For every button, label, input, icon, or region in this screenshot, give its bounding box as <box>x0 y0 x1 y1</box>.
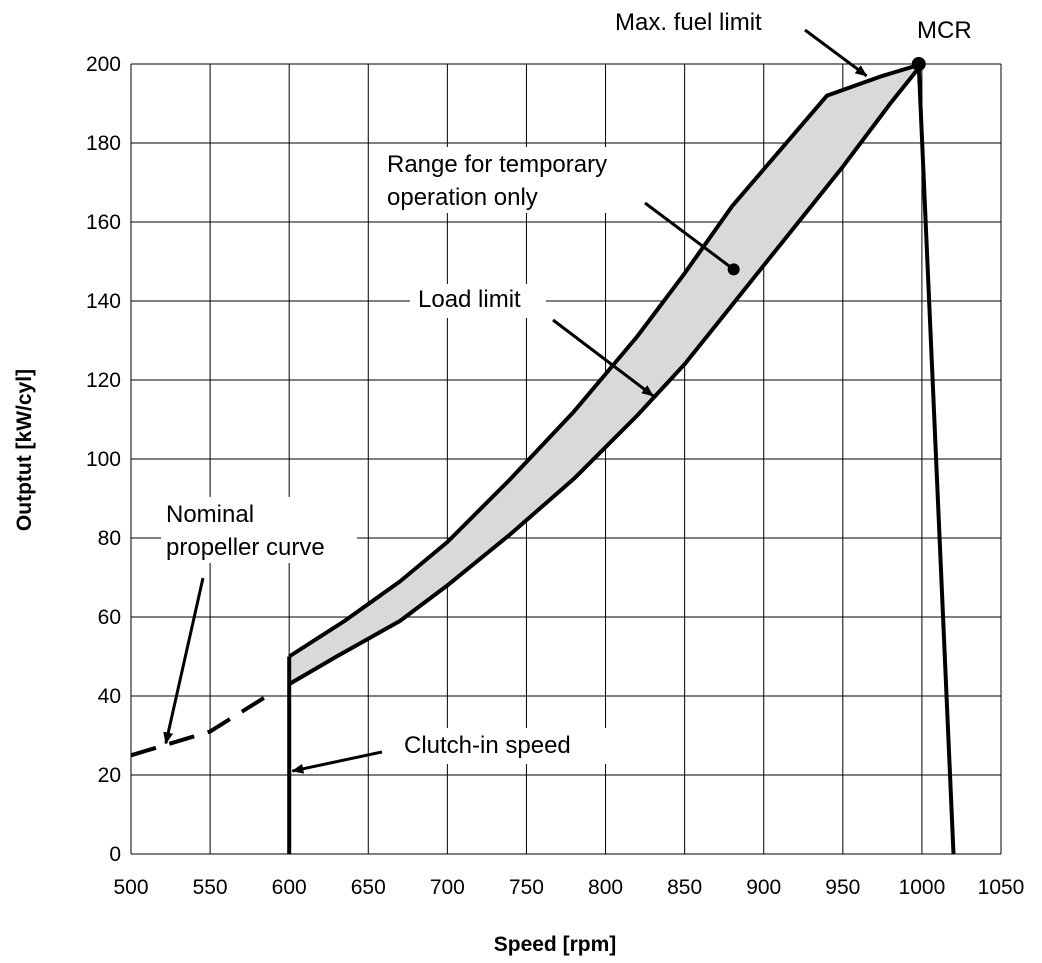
arrow-clutch-in <box>291 750 383 774</box>
nominal-propeller-label-line1: Nominal <box>166 501 254 528</box>
y-tick-label-120: 120 <box>86 369 121 392</box>
y-tick-label-60: 60 <box>98 606 121 629</box>
series-overspeed <box>916 63 956 855</box>
x-tick-label-800: 800 <box>588 876 623 899</box>
x-tick-label-600: 600 <box>272 876 307 899</box>
tick-labels: 500 550 600 650 700 750 800 850 900 950 1000 1050 0 2… <box>86 53 1024 899</box>
x-axis-title: Speed [rpm] <box>494 933 617 956</box>
nominal-label-bg <box>161 497 357 563</box>
y-tick-label-100: 100 <box>86 448 121 471</box>
y-axis-title: Outptut [kW/cyl] <box>13 369 36 531</box>
y-tick-label-20: 20 <box>98 764 121 787</box>
arrow-max-fuel-limit <box>804 28 868 78</box>
series-nominal-propeller <box>130 690 275 758</box>
y-tick-label-200: 200 <box>86 53 121 76</box>
temporary-label-bg <box>383 147 645 213</box>
x-tick-label-750: 750 <box>509 876 544 899</box>
max-fuel-limit-label: Max. fuel limit <box>615 9 762 36</box>
load-limit-label: Load limit <box>418 286 521 313</box>
chart-lines <box>130 62 956 855</box>
series-load-limit <box>288 62 924 686</box>
marker-mcr <box>911 57 926 71</box>
clutch-in-speed-label: Clutch-in speed <box>404 732 571 759</box>
x-tick-label-900: 900 <box>746 876 781 899</box>
x-tick-label-550: 550 <box>193 876 228 899</box>
temporary-range-label-line1: Range for temporary <box>387 151 607 178</box>
y-tick-label-80: 80 <box>98 527 121 550</box>
x-tick-label-1000: 1000 <box>899 876 946 899</box>
max-fuel-label-bg <box>612 4 792 36</box>
clutch-in-label-bg <box>395 728 615 764</box>
y-tick-label-160: 160 <box>86 211 121 234</box>
arrow-load-limit <box>552 318 654 397</box>
nominal-propeller-label-line2: propeller curve <box>166 534 325 561</box>
temporary-range-label-line2: operation only <box>387 184 538 211</box>
x-tick-label-700: 700 <box>430 876 465 899</box>
mcr-label: MCR <box>917 17 972 44</box>
y-tick-label-0: 0 <box>109 843 121 866</box>
x-tick-label-950: 950 <box>825 876 860 899</box>
series-max-fuel-upper <box>288 62 923 659</box>
pointer-temporary-range <box>644 201 735 271</box>
mcr-label-bg <box>913 14 983 44</box>
x-tick-label-850: 850 <box>667 876 702 899</box>
x-tick-label-650: 650 <box>351 876 386 899</box>
y-tick-label-40: 40 <box>98 685 121 708</box>
y-tick-label-140: 140 <box>86 290 121 313</box>
arrow-nominal-line2 <box>163 577 205 745</box>
y-tick-label-180: 180 <box>86 132 121 155</box>
x-tick-label-500: 500 <box>113 876 148 899</box>
load-limit-label-bg <box>410 284 546 318</box>
x-tick-label-1050: 1050 <box>978 876 1025 899</box>
annotation-arrows <box>163 28 868 774</box>
